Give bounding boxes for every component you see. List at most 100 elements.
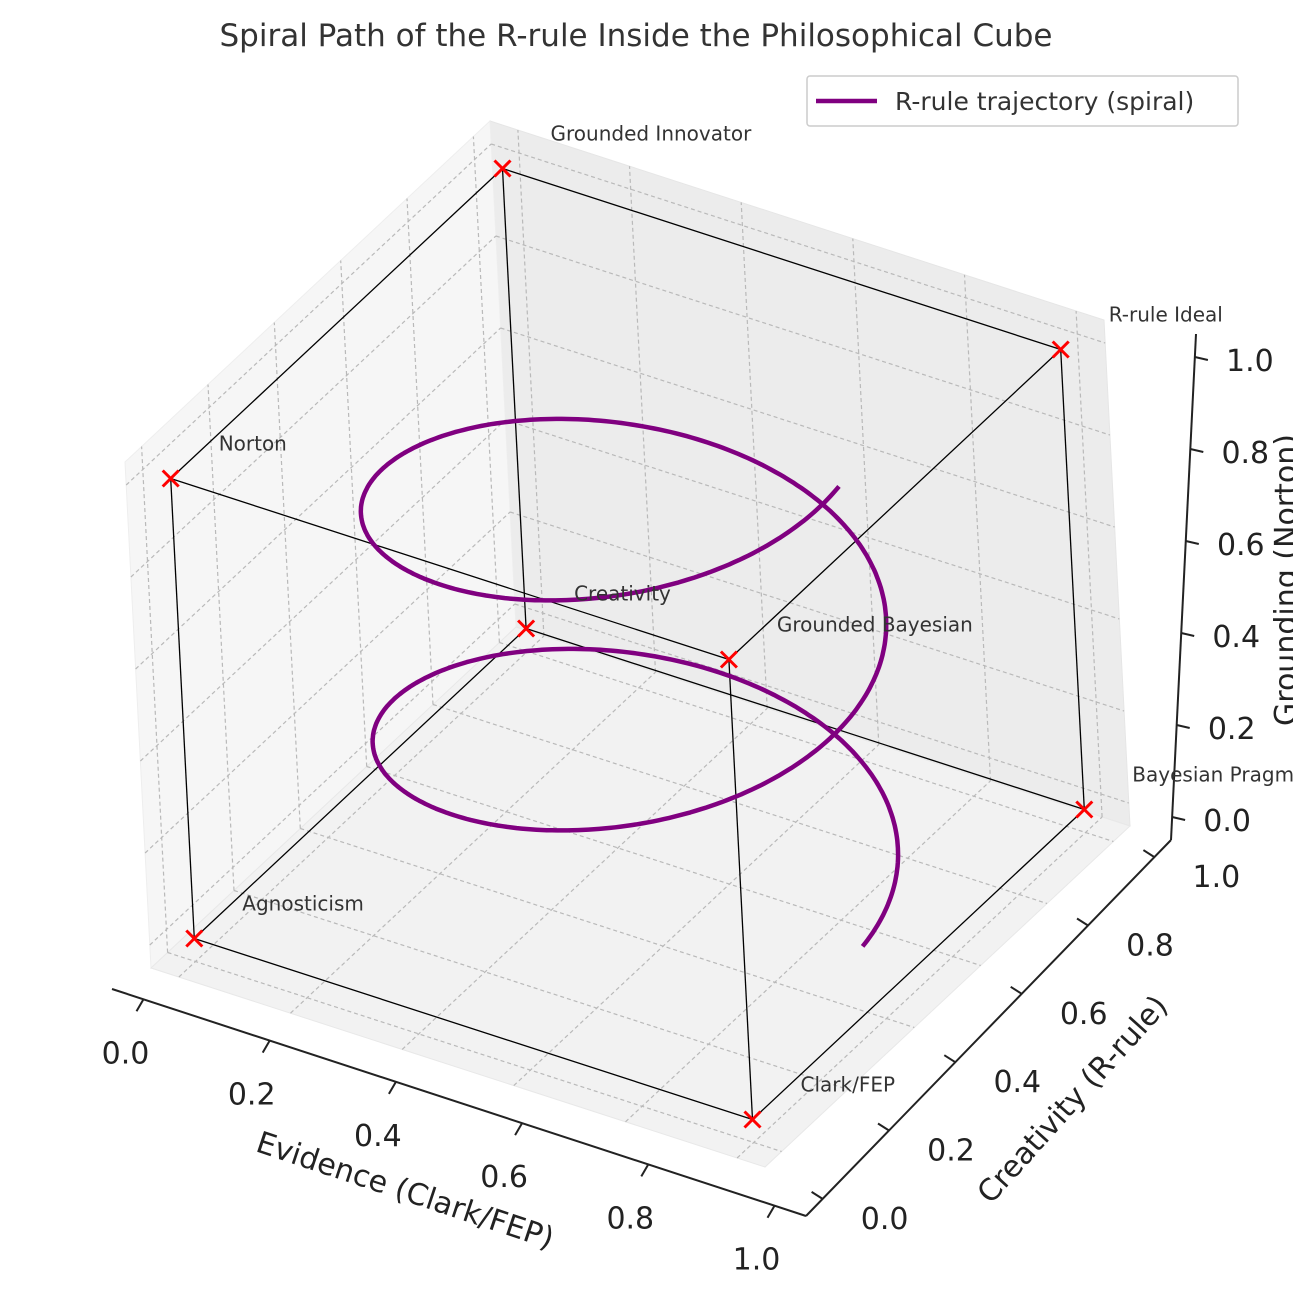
gridline-z [135,327,502,670]
vertex-marker-stroke [493,159,512,178]
vertex-marker-stroke [743,1110,762,1129]
gridline-x [963,274,992,781]
z-tick [1180,632,1195,637]
legend-label: R-rule trajectory (spiral) [895,87,1194,116]
gridline-x [513,744,880,1087]
z-tick-label: 0.8 [1221,436,1269,471]
gridline-x [517,129,545,637]
gridline-y [141,446,169,953]
z-axis-line [1170,333,1197,841]
axes: 0.0 0.2 0.4 0.6 0.8 1.0 0.0 0.2 0.4 0.6 0.8 1.0 0.0 0… [102,333,1274,1278]
x-tick [388,1081,397,1095]
x-tick-label: 0.0 [102,1036,150,1071]
gridline-y [207,384,235,891]
gridline-x [290,671,656,1014]
x-tick-label: 0.6 [480,1160,528,1195]
cube-edge [728,349,1062,660]
vertex-label: Bayesian Pragmatist [1132,763,1293,787]
vertex-label: Creativity [574,582,671,606]
cube-edge [525,627,1085,811]
y-tick-label: 0.0 [861,1202,909,1237]
gridline-y [472,136,500,643]
gridline-z [514,603,1129,804]
y-tick-label: 1.0 [1193,860,1241,895]
y-tick [943,1054,956,1064]
z-tick [1194,356,1209,361]
gridline-x [1075,310,1103,818]
gridline-x [401,707,768,1050]
x-tick [766,1205,776,1219]
gridline-x [178,635,545,978]
y-tick-label: 0.2 [927,1134,975,1169]
z-axis-label: Grounding (Norton) [1269,434,1293,726]
vertex-marker [743,1110,762,1129]
vertex-marker [1051,340,1070,359]
z-tick-label: 0.6 [1217,528,1265,563]
gridline-z [125,143,492,486]
x-tick [514,1122,523,1136]
axis-panes [124,119,1131,1168]
z-tick [1176,724,1190,729]
chart-title: Spiral Path of the R-rule Inside the Phi… [219,18,1052,54]
x-tick-label: 0.4 [354,1119,402,1154]
vertex-marker [493,159,512,178]
gridline-z [491,143,1106,344]
x-tick [640,1163,650,1177]
gridline-y [167,951,782,1153]
gridline-z [509,511,1125,712]
vertex-marker-stroke [185,929,204,948]
x-tick-label: 0.2 [228,1078,276,1113]
cube-edge [170,168,503,479]
vertex-label: R-rule Ideal [1109,303,1223,327]
gridline-x [625,780,991,1123]
y-tick [1076,917,1089,927]
gridline-z [149,603,516,946]
z-tick [1190,448,1204,453]
gridline-y [499,641,1114,843]
x-tick-label: 0.8 [606,1201,654,1236]
vertex-label: Norton [219,432,287,456]
vertex-marker [185,929,204,948]
z-tick-label: 0.2 [1208,712,1256,747]
gridline-x [852,238,880,745]
cube-edge [194,937,753,1121]
cube-edge [728,659,754,1120]
y-tick [1010,985,1023,995]
gridline-z [139,419,506,762]
y-tick [811,1191,824,1200]
legend-frame [806,75,1239,127]
y-axis-line [805,839,1172,1217]
vertex-marker-stroke [1051,340,1070,359]
vertex-marker [1075,800,1094,819]
cube-edge [752,809,1085,1120]
cube-edge [501,168,527,629]
z-tick [1185,540,1200,545]
vertex-label: Agnosticism [242,892,364,916]
spiral-line [358,416,901,948]
gridline-y [366,765,981,967]
spiral-series [358,416,901,948]
gridline-z [495,235,1111,436]
vertex-marker-stroke [719,650,738,669]
vertex-marker-stroke [161,469,180,488]
gridline-y [406,198,434,705]
y-tick [877,1122,890,1132]
gridline-z [505,419,1120,620]
gridline-x [736,816,1103,1159]
cube-edge [502,167,1061,351]
z-tick-label: 0.4 [1212,620,1260,655]
x-tick [261,1040,271,1054]
cube-edge [170,477,730,661]
cube-edge [193,628,527,939]
legend: R-rule trajectory (spiral) [806,75,1239,127]
gridline-y [300,827,915,1029]
z-tick-label: 0.0 [1203,804,1251,839]
floor-pane [150,626,1131,1168]
gridline-z [130,235,497,578]
gridline-y [233,889,849,1091]
cube-edges [170,167,1085,1121]
x-tick-label: 1.0 [733,1243,781,1278]
y-tick [1142,849,1155,858]
z-tick [1171,816,1186,821]
